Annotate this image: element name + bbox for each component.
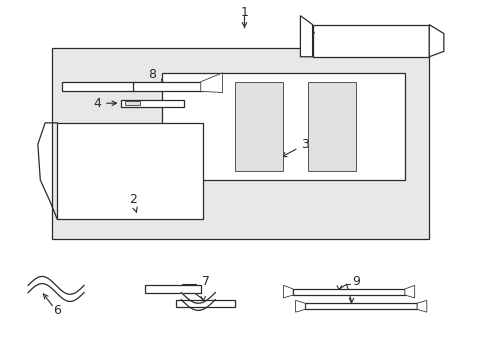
Polygon shape xyxy=(305,303,416,309)
Text: 9: 9 xyxy=(352,275,360,288)
Text: 3: 3 xyxy=(282,138,308,157)
Polygon shape xyxy=(292,289,404,295)
Text: 7: 7 xyxy=(201,275,209,288)
Text: 6: 6 xyxy=(53,304,61,317)
Polygon shape xyxy=(144,285,201,293)
Polygon shape xyxy=(404,285,414,298)
Polygon shape xyxy=(201,73,222,93)
Polygon shape xyxy=(416,300,426,312)
Text: 4: 4 xyxy=(93,97,116,110)
Polygon shape xyxy=(307,82,356,171)
Polygon shape xyxy=(312,24,428,57)
Text: 1: 1 xyxy=(240,6,248,19)
Polygon shape xyxy=(57,123,203,219)
Text: 5: 5 xyxy=(298,18,314,33)
Polygon shape xyxy=(428,24,443,57)
Polygon shape xyxy=(52,48,428,239)
Polygon shape xyxy=(132,82,203,91)
Text: 2: 2 xyxy=(128,193,137,212)
Polygon shape xyxy=(62,82,135,91)
Polygon shape xyxy=(162,73,404,180)
Text: 8: 8 xyxy=(148,68,163,84)
Polygon shape xyxy=(125,102,140,105)
Polygon shape xyxy=(300,16,312,57)
Polygon shape xyxy=(120,100,183,107)
Polygon shape xyxy=(283,285,292,298)
Polygon shape xyxy=(295,300,305,312)
Polygon shape xyxy=(234,82,283,171)
Polygon shape xyxy=(176,300,234,307)
